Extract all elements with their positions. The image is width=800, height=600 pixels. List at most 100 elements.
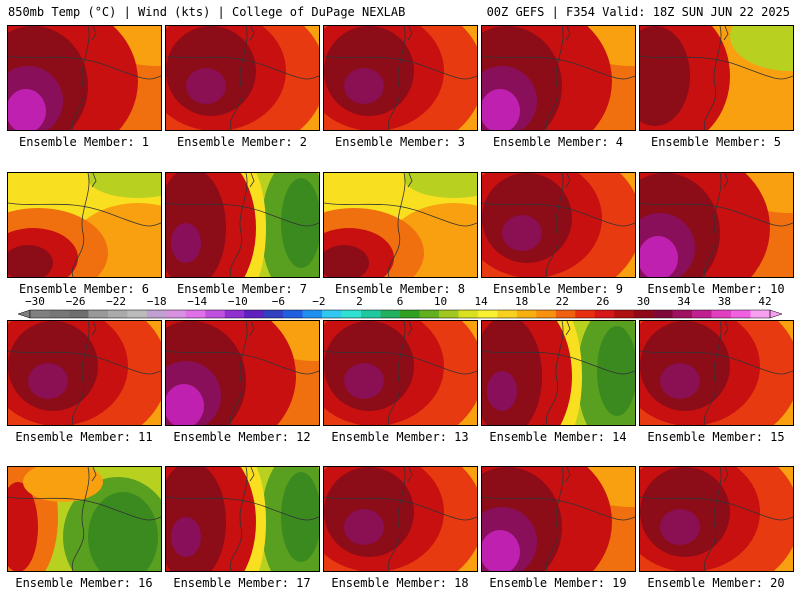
ensemble-member-label: Ensemble Member: 10 [647, 282, 785, 296]
ensemble-map-panel [639, 25, 794, 131]
colorbar-tick-label: 22 [555, 295, 569, 308]
ensemble-member-label: Ensemble Member: 4 [492, 135, 624, 149]
temperature-field [324, 321, 477, 425]
colorbar-bin [380, 310, 401, 318]
colorbar-bin [68, 310, 89, 318]
temperature-field [166, 173, 319, 277]
colorbar-bin [477, 310, 498, 318]
title-right: 00Z GEFS | F354 Valid: 18Z SUN JUN 22 20… [486, 5, 790, 19]
colorbar-tick-label: 2 [356, 295, 363, 308]
ensemble-member-label: Ensemble Member: 7 [176, 282, 308, 296]
colorbar-bin [302, 310, 323, 318]
colorbar-bin [711, 310, 732, 318]
ensemble-member-label: Ensemble Member: 9 [492, 282, 624, 296]
colorbar-tick-label: 6 [396, 295, 404, 308]
ensemble-member-label: Ensemble Member: 3 [334, 135, 466, 149]
colorbar-tick-label: 26 [596, 295, 610, 308]
colorbar-bin [614, 310, 634, 318]
colorbar-tick-label: −14 [187, 295, 208, 308]
colorbar-bin [49, 310, 70, 318]
temperature-field [482, 467, 635, 571]
temperature-field [8, 173, 161, 277]
colorbar-tick-label: 18 [515, 295, 529, 308]
colorbar-arrow-left [17, 309, 31, 319]
colorbar-bin [536, 310, 557, 318]
ensemble-member-label: Ensemble Member: 6 [18, 282, 150, 296]
header: 850mb Temp (°C) | Wind (kts) | College o… [0, 0, 800, 22]
colorbar-tick-label: 10 [433, 295, 448, 308]
colorbar-bin [750, 310, 771, 318]
ensemble-member-label: Ensemble Member: 16 [15, 576, 153, 590]
colorbar-bin [575, 310, 596, 318]
ensemble-map-panel [481, 320, 636, 426]
ensemble-map-panel [481, 25, 636, 131]
colorbar-bin [224, 310, 245, 318]
colorbar-tick-label: 42 [758, 295, 772, 308]
ensemble-map-panel [639, 320, 794, 426]
colorbar-bin [400, 310, 420, 318]
ensemble-map-panel [639, 466, 794, 572]
ensemble-map-panel [7, 172, 162, 278]
colorbar-tick-label: −10 [227, 295, 248, 308]
ensemble-member-label: Ensemble Member: 8 [334, 282, 466, 296]
colorbar-bin [672, 310, 693, 318]
ensemble-map-panel [165, 320, 320, 426]
ensemble-map-panel [7, 320, 162, 426]
colorbar-bin [146, 310, 167, 318]
colorbar-bin [127, 310, 148, 318]
temperature-field [8, 467, 161, 571]
temperature-field [166, 467, 319, 571]
colorbar-bin [633, 310, 654, 318]
temperature-field [640, 26, 793, 130]
colorbar-tick-label: −2 [312, 295, 326, 308]
colorbar-bin [497, 310, 518, 318]
ensemble-member-label: Ensemble Member: 2 [176, 135, 308, 149]
ensemble-member-label: Ensemble Member: 1 [18, 135, 150, 149]
temperature-field [640, 173, 793, 277]
colorbar-bin [361, 310, 381, 318]
colorbar-bin [341, 310, 362, 318]
ensemble-map-panel [165, 466, 320, 572]
ensemble-map-panel [7, 466, 162, 572]
colorbar-bin [166, 310, 187, 318]
colorbar-bin [458, 310, 479, 318]
temperature-field [8, 26, 161, 130]
colorbar-bin [594, 310, 615, 318]
ensemble-member-label: Ensemble Member: 12 [173, 430, 311, 444]
colorbar-bin [30, 310, 50, 318]
temperature-field [324, 26, 477, 130]
temperature-field [640, 467, 793, 571]
colorbar-arrow-right [769, 309, 783, 319]
ensemble-member-label: Ensemble Member: 19 [489, 576, 627, 590]
ensemble-map-panel [639, 172, 794, 278]
ensemble-map-panel [7, 25, 162, 131]
colorbar-bin [438, 310, 459, 318]
colorbar-strip [17, 309, 783, 319]
colorbar-bin [322, 310, 342, 318]
ensemble-member-label: Ensemble Member: 14 [489, 430, 627, 444]
temperature-field [482, 26, 635, 130]
ensemble-map-panel [481, 172, 636, 278]
colorbar-bin [516, 310, 537, 318]
temperature-field [8, 321, 161, 425]
ensemble-map-panel [165, 25, 320, 131]
temperature-field [166, 321, 319, 425]
title-left: 850mb Temp (°C) | Wind (kts) | College o… [8, 5, 406, 19]
colorbar-bin [555, 310, 576, 318]
ensemble-member-label: Ensemble Member: 11 [15, 430, 153, 444]
temperature-field [640, 321, 793, 425]
colorbar-bin [731, 310, 751, 318]
temperature-field [324, 467, 477, 571]
ensemble-member-label: Ensemble Member: 17 [173, 576, 311, 590]
colorbar-bin [205, 310, 226, 318]
colorbar-tick-label: 14 [474, 295, 488, 308]
ensemble-map-panel [165, 172, 320, 278]
temperature-field [482, 321, 635, 425]
colorbar-tick-label: 38 [717, 295, 732, 308]
colorbar-bin [107, 310, 128, 318]
ensemble-member-label: Ensemble Member: 5 [650, 135, 782, 149]
colorbar-bin [263, 310, 284, 318]
colorbar-tick-label: 34 [677, 295, 691, 308]
ensemble-map-panel [323, 172, 478, 278]
colorbar-bin [185, 310, 206, 318]
